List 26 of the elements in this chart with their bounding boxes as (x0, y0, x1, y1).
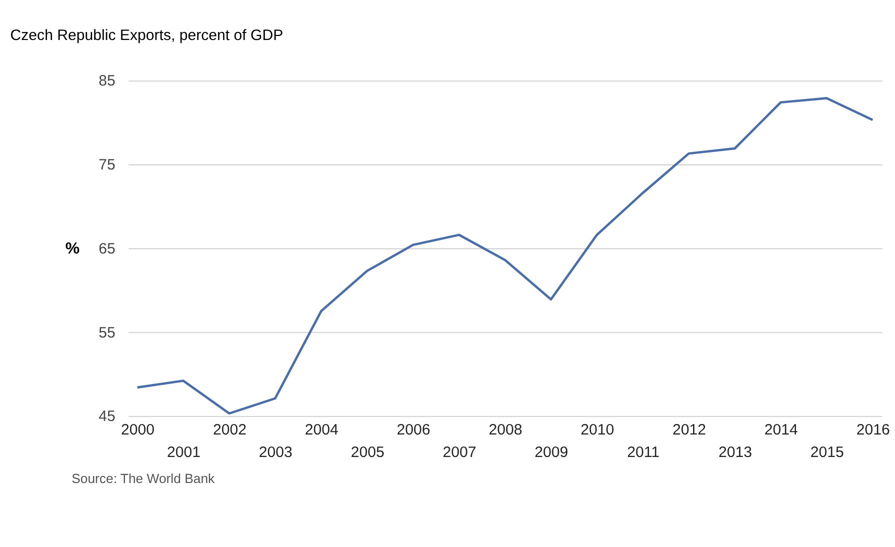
x-tick-label: 2012 (672, 421, 706, 438)
y-tick-label: 55 (98, 324, 116, 342)
x-tick-label: 2002 (212, 421, 246, 438)
x-tick-label: 2003 (258, 444, 292, 461)
x-tick-label: 2004 (304, 421, 338, 438)
x-tick-label: 2011 (627, 444, 660, 461)
x-tick-label: 2005 (350, 444, 384, 461)
y-tick-label: 65 (98, 240, 116, 258)
chart-title: Czech Republic Exports, percent of GDP (10, 27, 284, 44)
x-tick-label: 2007 (442, 444, 476, 461)
x-tick-label: 2010 (580, 421, 614, 438)
x-tick-label: 2000 (121, 421, 155, 438)
x-tick-label: 2013 (718, 444, 752, 461)
y-tick-label: 45 (98, 408, 116, 426)
x-tick-label: 2006 (396, 421, 430, 438)
x-tick-label: 2001 (166, 444, 201, 461)
source-note: Source: The World Bank (72, 470, 216, 486)
x-tick-label: 2016 (856, 421, 890, 438)
line-series (136, 96, 874, 415)
y-tick-label: 75 (98, 156, 116, 174)
x-tick-label: 2014 (764, 421, 798, 438)
y-tick-label: 85 (98, 72, 116, 90)
y-axis-title: % (65, 240, 80, 258)
x-tick-label: 2008 (488, 421, 522, 438)
x-tick-label: 2009 (534, 444, 568, 461)
x-tick-label: 2015 (810, 444, 844, 461)
